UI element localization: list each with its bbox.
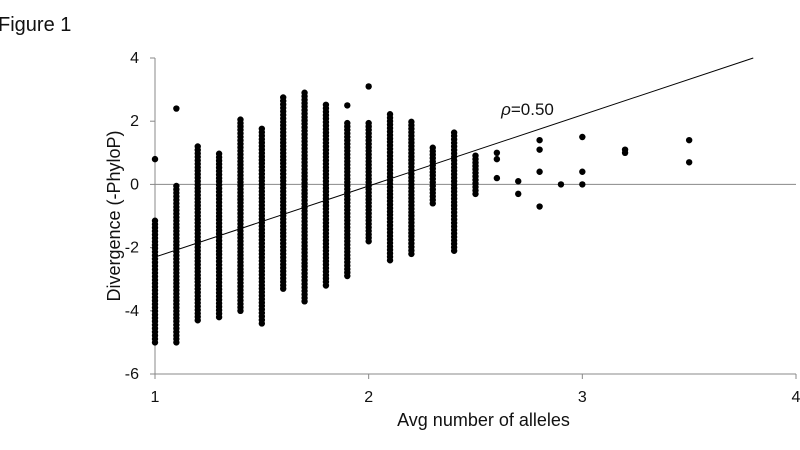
- x-axis-title: Avg number of alleles: [397, 410, 570, 430]
- data-point: [536, 136, 543, 144]
- data-point: [515, 190, 522, 198]
- data-point: [386, 111, 394, 118]
- x-tick-label: 4: [792, 389, 800, 406]
- data-point: [151, 155, 159, 163]
- data-point: [450, 129, 458, 136]
- data-point: [493, 174, 501, 182]
- data-point: [557, 181, 565, 188]
- axes: -6 -4 -2 0 2 4 1 2 3 4: [125, 50, 800, 406]
- y-axis-title: Divergence (-PhyloP): [104, 130, 124, 301]
- data-point: [344, 102, 351, 109]
- data-point: [429, 144, 436, 151]
- data-point: [215, 150, 223, 157]
- trendline-group: [154, 57, 754, 258]
- data-point: [408, 118, 415, 126]
- y-tick-label: -2: [125, 240, 139, 257]
- x-tick-label: 1: [151, 389, 160, 406]
- data-point: [493, 155, 501, 163]
- y-tick-label: 4: [130, 50, 139, 67]
- data-point: [579, 168, 586, 175]
- x-tick-label: 3: [578, 389, 587, 406]
- data-point: [344, 119, 351, 127]
- data-point: [322, 101, 330, 108]
- rho-symbol: ρ: [500, 100, 511, 119]
- data-point: [685, 136, 693, 144]
- data-point: [194, 143, 201, 150]
- y-tick-label: 2: [130, 113, 139, 130]
- data-point: [151, 217, 159, 224]
- data-point: [493, 149, 501, 156]
- data-point: [173, 182, 180, 190]
- rho-value: =0.50: [511, 100, 554, 119]
- data-point: [365, 119, 372, 127]
- data-point: [685, 159, 693, 166]
- data-point: [173, 105, 180, 112]
- trendline: [154, 57, 754, 258]
- data-point: [515, 178, 522, 185]
- y-tick-label: 0: [130, 176, 139, 193]
- y-tick-label: -4: [125, 303, 139, 320]
- figure-label: Figure 1: [0, 14, 72, 36]
- data-points: [151, 83, 693, 346]
- data-point: [258, 125, 266, 132]
- data-point: [365, 83, 372, 90]
- data-point: [579, 181, 586, 188]
- data-point: [301, 89, 308, 96]
- data-point: [536, 203, 543, 210]
- data-point: [472, 152, 479, 159]
- data-point: [280, 94, 287, 101]
- y-tick-label: -6: [125, 366, 139, 383]
- data-point: [237, 116, 244, 123]
- data-point: [621, 149, 629, 156]
- x-tick-label: 2: [364, 389, 373, 406]
- correlation-annotation: ρ=0.50: [500, 100, 554, 119]
- data-point: [579, 133, 586, 141]
- data-point: [536, 168, 543, 175]
- data-point: [536, 146, 543, 153]
